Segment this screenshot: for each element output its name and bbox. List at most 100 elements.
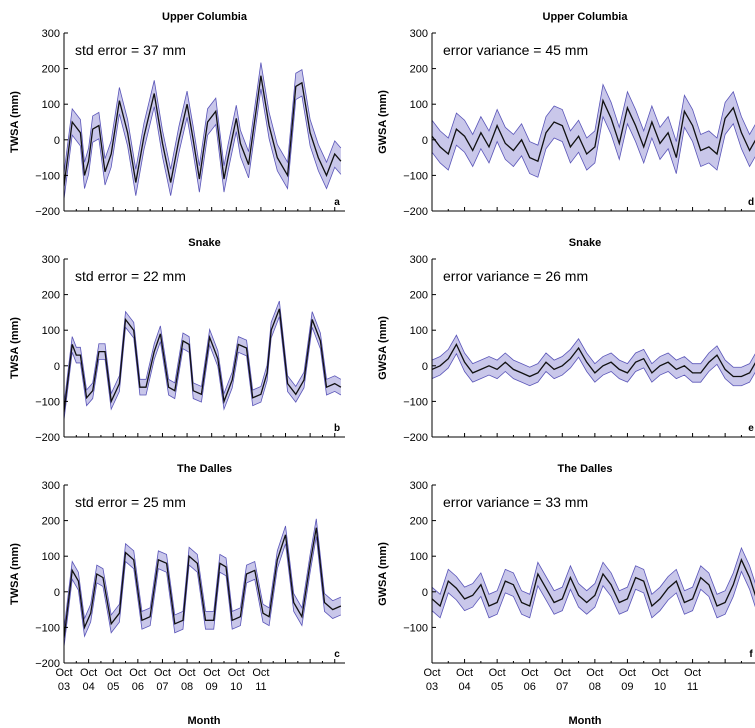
band-lower-edge <box>64 536 342 648</box>
y-axis-label: TWSA (mm) <box>9 543 21 605</box>
x-tick-label-month: Oct <box>154 667 171 679</box>
y-tick-label: 200 <box>42 290 60 302</box>
error-annotation: std error = 25 mm <box>75 494 186 510</box>
y-tick-label: −100 <box>35 396 60 408</box>
series-line <box>432 558 755 608</box>
panel-c: −200 −100 0 100 200 300 Oct 03 Oct 04 Oct 05 Oct 06 Oc… <box>9 463 345 693</box>
y-tick-label: 300 <box>410 28 428 40</box>
panel-letter: d <box>748 197 754 208</box>
series-line <box>432 98 755 163</box>
panel-title: Upper Columbia <box>543 11 629 23</box>
y-tick-label: 100 <box>42 325 60 337</box>
error-annotation: std error = 22 mm <box>75 268 186 284</box>
band-lower-edge <box>432 570 755 619</box>
x-tick-label-month: Oct <box>55 667 72 679</box>
band-upper-edge <box>64 300 342 405</box>
y-tick-label: 300 <box>410 480 428 492</box>
y-tick-label: −200 <box>35 432 60 444</box>
x-tick-label-year: 10 <box>230 681 242 693</box>
x-tick-label-year: 03 <box>426 681 438 693</box>
series-line <box>64 308 342 413</box>
x-axis-label-left: Month <box>188 715 221 727</box>
x-axis-label-right: Month <box>569 715 602 727</box>
y-tick-label: −100 <box>35 170 60 182</box>
band-upper-edge <box>64 518 342 630</box>
panel-title: The Dalles <box>557 463 612 475</box>
y-tick-label: −100 <box>403 622 428 634</box>
y-tick-label: −100 <box>35 622 60 634</box>
x-tick-label-year: 03 <box>58 681 70 693</box>
panel-title: The Dalles <box>177 463 232 475</box>
y-tick-label: 0 <box>422 135 428 147</box>
x-tick-label-year: 08 <box>181 681 193 693</box>
band-lower-edge <box>432 352 755 387</box>
y-tick-label: 200 <box>410 290 428 302</box>
y-axis-label: GWSA (mm) <box>377 542 389 606</box>
y-tick-label: 200 <box>42 516 60 528</box>
y-tick-label: 0 <box>54 587 60 599</box>
panel-title: Snake <box>188 237 220 249</box>
error-annotation: error variance = 33 mm <box>443 494 588 510</box>
x-tick-label-month: Oct <box>105 667 122 679</box>
y-tick-label: 300 <box>42 254 60 266</box>
series-line <box>64 527 342 639</box>
panel-a: −200 −100 0 100 200 300 Upper Columbia TWSA (mm… <box>9 11 345 218</box>
x-tick-label-month: Oct <box>651 667 668 679</box>
y-axis-label: TWSA (mm) <box>9 91 21 153</box>
band-upper-edge <box>64 62 342 173</box>
panel-b: −200 −100 0 100 200 300 Snake TWSA (mm) std erro… <box>9 237 345 444</box>
band-lower-edge <box>64 88 342 200</box>
y-tick-label: 100 <box>42 99 60 111</box>
y-tick-label: 0 <box>54 361 60 373</box>
x-tick-label-year: 07 <box>556 681 568 693</box>
band-upper-edge <box>432 83 755 146</box>
error-band <box>432 548 755 618</box>
x-tick-label-month: Oct <box>252 667 269 679</box>
x-tick-label-year: 10 <box>654 681 666 693</box>
x-tick-label-year: 11 <box>255 681 266 693</box>
x-tick-label-month: Oct <box>179 667 196 679</box>
y-tick-label: 0 <box>54 135 60 147</box>
y-tick-label: 300 <box>410 254 428 266</box>
panel-letter: b <box>334 423 340 434</box>
y-tick-label: 100 <box>410 551 428 563</box>
x-tick-label-year: 09 <box>621 681 633 693</box>
x-tick-label-year: 04 <box>458 681 470 693</box>
error-annotation: std error = 37 mm <box>75 42 186 58</box>
band-upper-edge <box>432 334 755 368</box>
x-tick-label-year: 11 <box>687 681 698 693</box>
y-tick-label: 300 <box>42 28 60 40</box>
y-tick-label: 200 <box>410 64 428 76</box>
x-tick-label-year: 08 <box>589 681 601 693</box>
band-upper-edge <box>432 546 755 595</box>
x-tick-label-year: 06 <box>524 681 536 693</box>
y-tick-label: −200 <box>35 658 60 670</box>
x-tick-label-year: 04 <box>82 681 94 693</box>
x-tick-label-month: Oct <box>521 667 538 679</box>
panel-title: Snake <box>569 237 601 249</box>
y-tick-label: 0 <box>422 361 428 373</box>
x-tick-label-year: 06 <box>132 681 144 693</box>
x-tick-label-month: Oct <box>684 667 701 679</box>
error-band <box>432 335 755 386</box>
x-tick-label-year: 09 <box>206 681 218 693</box>
y-axis-label: TWSA (mm) <box>9 317 21 379</box>
x-tick-label-month: Oct <box>586 667 603 679</box>
error-annotation: error variance = 45 mm <box>443 42 588 58</box>
x-tick-label-month: Oct <box>80 667 97 679</box>
panel-d: −200 −100 0 100 200 300 Upper Columbia GWSA (mm… <box>377 11 755 218</box>
error-annotation: error variance = 26 mm <box>443 268 588 284</box>
y-tick-label: −200 <box>35 206 60 218</box>
series-line <box>432 342 755 378</box>
y-tick-label: −100 <box>403 170 428 182</box>
panel-e: −200 −100 0 100 200 300 Snake GWSA (mm) error va… <box>377 237 755 444</box>
x-tick-label-year: 07 <box>156 681 168 693</box>
panel-title: Upper Columbia <box>162 11 248 23</box>
y-tick-label: 100 <box>42 551 60 563</box>
panel-letter: f <box>749 649 753 660</box>
y-tick-label: 200 <box>410 516 428 528</box>
panel-letter: c <box>334 649 340 660</box>
x-tick-label-year: 05 <box>107 681 119 693</box>
x-tick-label-month: Oct <box>203 667 220 679</box>
y-tick-label: 100 <box>410 99 428 111</box>
